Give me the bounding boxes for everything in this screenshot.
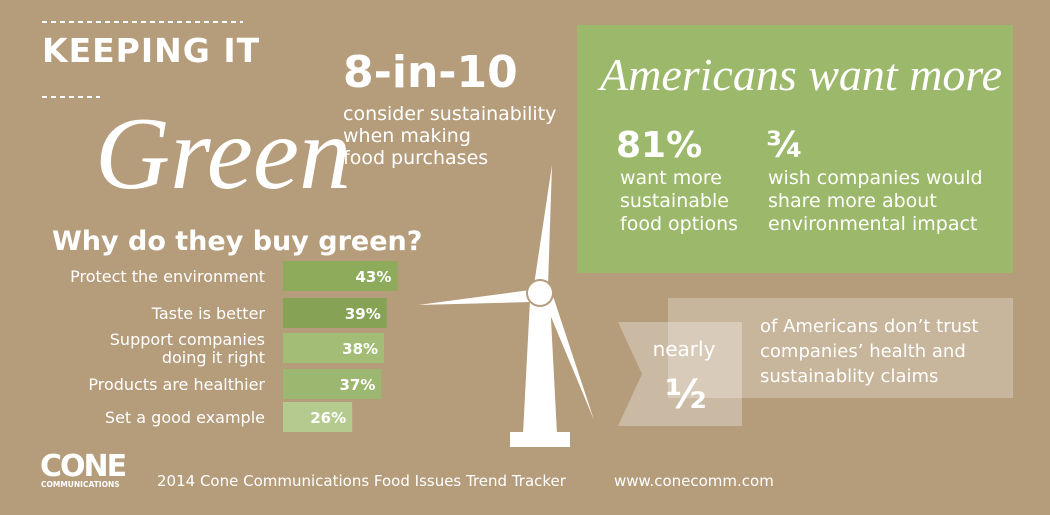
trust-text: sustainablity claims [760, 366, 938, 387]
bar [283, 369, 382, 399]
stat-value: 8-in-10 [343, 47, 518, 98]
kicker: KEEPING IT [42, 31, 260, 70]
bar-value: 37% [340, 376, 376, 394]
green-box [577, 25, 1013, 273]
bar-label: Protect the environment [70, 267, 265, 286]
bar-label: Taste is better [151, 304, 266, 323]
ribbon [618, 322, 742, 426]
stat-value: 81% [616, 125, 702, 166]
bar-label: Set a good example [105, 408, 265, 427]
bar-value: 39% [345, 305, 381, 323]
bar-value: 38% [342, 340, 378, 358]
trust-prefix: nearly [653, 337, 716, 361]
trust-text: of Americans don’t trust [760, 316, 978, 337]
stat-text: share more about [768, 190, 937, 212]
stat-text: environmental impact [768, 213, 977, 235]
bar [283, 261, 398, 291]
bar [283, 298, 387, 328]
stat-text: food purchases [343, 147, 488, 169]
source: 2014 Cone Communications Food Issues Tre… [157, 472, 567, 490]
stat-text: sustainable [620, 190, 729, 212]
trust-text: companies’ health and [760, 341, 966, 362]
box-title: Americans want more [597, 49, 1002, 100]
stat-text: wish companies would [768, 167, 983, 189]
bar-list: 43% Protect the environment 39% Taste is be… [70, 261, 398, 432]
stat-text: food options [620, 213, 738, 235]
trust-value: ½ [665, 372, 706, 418]
title: Green [95, 96, 351, 211]
bar [283, 333, 385, 363]
trust-panel [668, 298, 1013, 398]
bar-value: 26% [310, 409, 346, 427]
bar-label: Support companies [110, 330, 265, 349]
stat-text: when making [343, 125, 471, 147]
url: www.conecomm.com [614, 472, 774, 490]
stat-text: want more [620, 167, 722, 189]
wind-turbine [418, 165, 594, 447]
bar [283, 402, 353, 432]
section-title: Why do they buy green? [52, 226, 422, 257]
bar-label: doing it right [162, 348, 265, 367]
bar-value: 43% [355, 268, 391, 286]
stat-text: consider sustainability [343, 103, 556, 125]
stat-value: ¾ [766, 125, 803, 166]
bar-label: Products are healthier [88, 375, 265, 394]
logo: CONE [40, 449, 126, 484]
logo-sub: COMMUNICATIONS [41, 480, 120, 489]
